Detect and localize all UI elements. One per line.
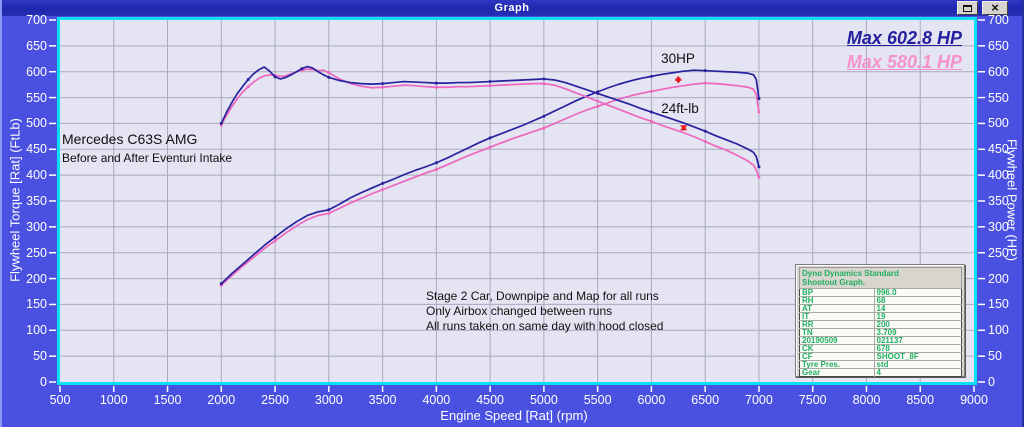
x-tick-label: 9000	[960, 393, 988, 407]
x-tick-label: 5000	[529, 393, 558, 407]
x-tick-label: 1000	[99, 393, 128, 407]
y-tick-label-right: 150	[988, 297, 1009, 312]
y-tick-label-right: 0	[988, 375, 995, 389]
y-tick-label-left: 50	[33, 349, 47, 364]
restore-button[interactable]	[957, 1, 978, 15]
x-tick-label: 2000	[207, 393, 236, 407]
y-tick-label-right: 250	[988, 245, 1009, 260]
y-tick-label-left: 100	[26, 323, 47, 338]
x-tick-label: 5500	[583, 393, 612, 407]
y-tick-label-right: 500	[988, 116, 1009, 131]
left-axis-title: Flywheel Torque [Rat] (FtLb)	[7, 118, 23, 282]
y-tick-label-right: 650	[988, 38, 1009, 53]
right-axis-title: Flywheel Power (HP)	[1004, 138, 1020, 262]
close-icon: ×	[991, 0, 999, 15]
y-tick-label-left: 250	[26, 245, 47, 260]
y-tick-label-left: 600	[26, 64, 47, 79]
y-tick-label-left: 650	[26, 38, 47, 53]
y-tick-label-left: 350	[26, 194, 47, 208]
close-button[interactable]: ×	[982, 1, 1008, 15]
restore-icon	[963, 4, 972, 12]
x-tick-label: 7000	[745, 393, 773, 407]
y-tick-label-right: 550	[988, 90, 1009, 105]
y-tick-label-left: 500	[26, 116, 47, 131]
y-tick-label-right: 400	[988, 168, 1009, 183]
y-tick-label-left: 150	[26, 297, 47, 312]
title-bar[interactable]: Graph	[2, 0, 1022, 16]
x-tick-label: 4000	[422, 393, 451, 407]
x-tick-label: 6000	[637, 393, 666, 407]
y-tick-label-left: 550	[26, 90, 47, 105]
y-tick-label-right: 300	[988, 219, 1009, 234]
x-tick-label: 8500	[906, 393, 935, 407]
y-tick-label-right: 50	[988, 349, 1002, 364]
y-tick-label-left: 200	[26, 271, 47, 286]
plot-area	[57, 17, 977, 385]
y-tick-label-right: 100	[988, 323, 1009, 338]
x-tick-label: 6500	[691, 393, 720, 407]
x-tick-label: 3000	[314, 393, 343, 407]
y-tick-label-left: 450	[26, 142, 47, 157]
y-tick-label-left: 300	[26, 219, 47, 234]
x-tick-label: 2500	[261, 393, 289, 407]
y-tick-label-right: 450	[988, 142, 1009, 157]
x-tick-label: 4500	[476, 393, 505, 407]
y-tick-label-right: 600	[988, 64, 1009, 79]
x-tick-label: 7500	[798, 393, 827, 407]
x-tick-label: 3500	[368, 393, 397, 407]
y-tick-label-right: 350	[988, 194, 1009, 208]
x-tick-label: 500	[49, 393, 71, 407]
y-tick-label-left: 0	[40, 375, 47, 389]
x-tick-label: 1500	[153, 393, 182, 407]
x-tick-label: 8000	[852, 393, 881, 407]
y-tick-label-left: 400	[26, 168, 47, 183]
window-title: Graph	[494, 2, 530, 14]
y-tick-label-right: 200	[988, 271, 1009, 286]
x-axis-title: Engine Speed [Rat] (rpm)	[440, 408, 588, 423]
